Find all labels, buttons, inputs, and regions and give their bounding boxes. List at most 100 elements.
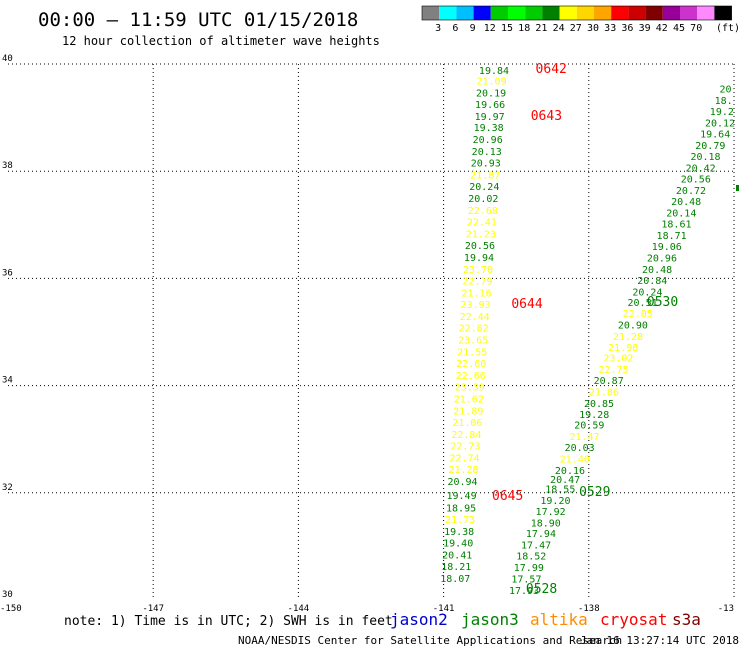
swh-value-label: 22.60: [456, 359, 486, 370]
track-east: 17.9317.5717.9918.5217.4717.9418.9017.92…: [509, 85, 735, 597]
swh-value-label: 19.49: [447, 491, 477, 502]
scale-tick-label: 30: [587, 23, 599, 34]
swh-value-label: 20.02: [468, 194, 498, 205]
x-tick-label: -13: [718, 604, 734, 614]
pass-time-label: 0644: [511, 297, 542, 312]
swh-value-label: 22.79: [462, 277, 492, 288]
y-tick-label: 38: [2, 161, 13, 171]
swh-value-label: 20.96: [473, 135, 503, 146]
scale-swatch: [439, 6, 457, 20]
scale-tick-label: 12: [484, 23, 496, 34]
scale-swatch: [508, 6, 526, 20]
swh-value-label: 20.19: [476, 88, 506, 99]
swh-value-label: 19.66: [475, 100, 505, 111]
scale-swatch: [542, 6, 560, 20]
altimeter-tracks: 19.8421.0920.1919.6619.9719.3820.9620.13…: [440, 66, 739, 597]
legend-altika: altika: [530, 610, 588, 629]
swh-value-label: 20.72: [676, 186, 706, 197]
swh-value-label: 21.40: [560, 454, 590, 465]
scale-swatch: [576, 6, 594, 20]
legend-cryosat: cryosat: [600, 610, 667, 629]
swh-value-label: 21.23: [466, 229, 496, 240]
scale-swatch: [662, 6, 680, 20]
swh-value-label: 20: [719, 85, 731, 96]
footer-timestamp: Jan 16 13:27:14 UTC 2018: [580, 634, 739, 647]
swh-value-label: 21.55: [457, 347, 487, 358]
pass-time-label: 0530: [647, 295, 678, 310]
swh-value-label: 18.21: [441, 562, 471, 573]
x-tick-label: -147: [142, 604, 164, 614]
scale-swatch: [594, 6, 612, 20]
swh-value-label: 18.71: [657, 231, 687, 242]
swh-value-label: 18.: [715, 96, 733, 107]
scale-tick-label: 21: [535, 23, 547, 34]
swh-value-label: 20.59: [574, 421, 604, 432]
swh-value-label: 21.62: [454, 394, 484, 405]
y-tick-label: 32: [2, 483, 13, 493]
scale-swatch: [697, 6, 715, 20]
scale-tick-label: 39: [639, 23, 651, 34]
swh-value-label: 20.51: [628, 298, 658, 309]
swh-value-label: 20.85: [584, 399, 614, 410]
swh-value-label: 21.89: [453, 406, 483, 417]
scale-swatch: [490, 6, 508, 20]
swh-value-label: 21.73: [445, 515, 475, 526]
scale-swatch: [456, 6, 474, 20]
x-tick-label: -144: [288, 604, 310, 614]
swh-value-label: 19.84: [479, 66, 509, 77]
swh-value-label: 20.84: [637, 276, 667, 287]
pass-time-labels: 0642 0643 0644 0645 0530 0529 0528: [492, 62, 678, 597]
scale-swatch: [525, 6, 543, 20]
y-tick-label: 40: [2, 54, 13, 64]
scale-tick-label: 70: [690, 23, 702, 34]
swh-value-label: 20.47: [550, 475, 580, 486]
swh-value-label: 23.65: [458, 336, 488, 347]
swh-value-label: 20.93: [471, 159, 501, 170]
track-west: 19.8421.0920.1919.6619.9719.3820.9620.13…: [440, 66, 509, 585]
pass-time-label: 0642: [536, 62, 567, 77]
swh-value-label: 18.55: [545, 485, 575, 496]
swh-value-label: 22.68: [468, 206, 498, 217]
swh-value-label: 20.48: [671, 197, 701, 208]
pass-time-label: 0528: [526, 582, 557, 597]
scale-swatch: [473, 6, 491, 20]
scale-tick-label: 18: [518, 23, 530, 34]
y-tick-label: 30: [2, 590, 13, 600]
swh-value-label: 19.28: [579, 410, 609, 421]
scale-tick-label: 27: [570, 23, 582, 34]
chart-title: 00:00 – 11:59 UTC 01/15/2018: [38, 9, 358, 31]
swh-value-label: 19.38: [474, 123, 504, 134]
swh-value-label: 19.94: [464, 253, 494, 264]
scale-border: [421, 5, 732, 21]
footer-credit: NOAA/NESDIS Center for Satellite Applica…: [238, 634, 622, 647]
swh-value-label: 17.92: [536, 507, 566, 518]
swh-value-label: 22.05: [623, 309, 653, 320]
swh-value-label: 21.16: [462, 288, 492, 299]
swh-value-label: 21.86: [589, 387, 619, 398]
scale-swatch: [422, 6, 440, 20]
plot-grid: [8, 63, 735, 600]
swh-value-label: 18.90: [531, 518, 561, 529]
swh-value-label: 21.28: [613, 332, 643, 343]
footer-note: note: 1) Time is in UTC; 2) SWH is in fe…: [64, 614, 393, 629]
pass-time-label: 0529: [579, 485, 610, 500]
swh-value-label: 20.24: [469, 182, 499, 193]
swh-value-label: 20.90: [618, 320, 648, 331]
pass-time-label: 0645: [492, 489, 523, 504]
swh-value-label: 20.13: [472, 147, 502, 158]
swh-value-label: 19.64: [700, 130, 730, 141]
swh-value-label: 20.41: [442, 550, 472, 561]
swh-value-label: 22.73: [450, 442, 480, 453]
swh-value-label: 20.16: [555, 466, 585, 477]
legend-s3a: s3a: [672, 610, 701, 629]
axis-tick-labels: -150 -147 -144 -141 -138 -13 30 32 34 36 38 40: [0, 54, 734, 614]
legend-jason3: jason3: [461, 610, 519, 629]
swh-value-label: 19.20: [540, 496, 570, 507]
scale-unit-label: (ft): [716, 23, 740, 34]
scale-swatch: [714, 6, 732, 20]
swh-value-label: 18.95: [446, 503, 476, 514]
chart-subtitle: 12 hour collection of altimeter wave hei…: [62, 34, 380, 48]
x-tick-label: -141: [433, 604, 455, 614]
x-tick-label: -150: [0, 604, 22, 614]
